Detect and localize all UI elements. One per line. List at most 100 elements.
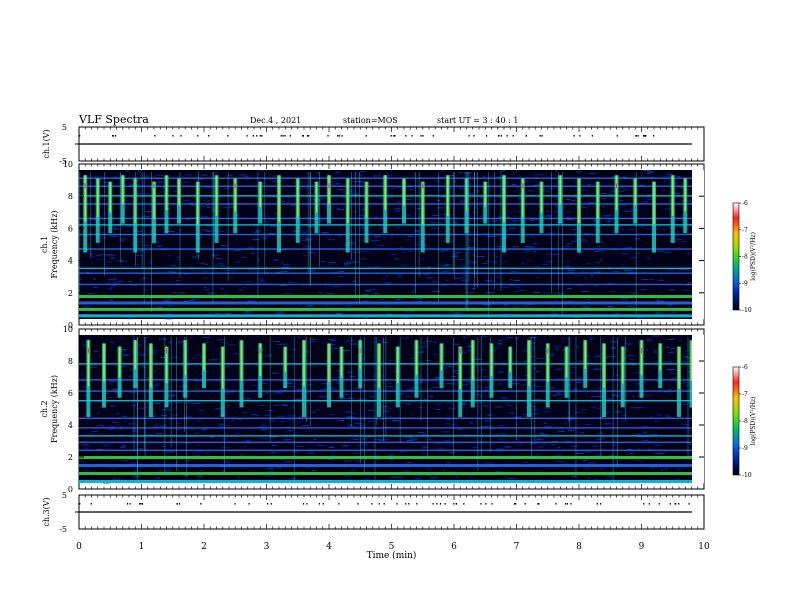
noise-pixel: [685, 385, 690, 387]
noise-pixel: [479, 215, 483, 217]
noise-pixel: [268, 420, 276, 422]
waveform-mark: [500, 135, 502, 137]
noise-pixel: [506, 476, 509, 478]
noise-pixel: [325, 305, 328, 307]
noise-pixel: [482, 426, 490, 428]
noise-pixel: [643, 170, 651, 172]
noise-pixel: [647, 317, 650, 319]
noise-pixel: [687, 200, 693, 202]
emission-burst-core: [165, 175, 168, 211]
waveform-mark: [675, 503, 677, 505]
waveform-mark: [637, 135, 639, 137]
noise-pixel: [279, 311, 285, 313]
noise-pixel: [599, 416, 604, 418]
noise-pixel: [239, 174, 247, 176]
noise-pixel: [111, 421, 118, 423]
waveform-mark: [396, 503, 398, 505]
noise-pixel: [589, 173, 596, 175]
noise-pixel: [124, 349, 127, 351]
noise-pixel: [354, 387, 362, 389]
noise-pixel: [529, 342, 535, 344]
noise-pixel: [551, 353, 556, 355]
noise-pixel: [482, 263, 488, 265]
noise-pixel: [571, 200, 576, 202]
noise-pixel: [305, 351, 311, 353]
noise-pixel: [544, 426, 552, 428]
noise-pixel: [271, 372, 279, 374]
noise-pixel: [430, 222, 436, 224]
noise-pixel: [493, 347, 500, 349]
noise-pixel: [369, 299, 372, 301]
emission-peak: [422, 183, 424, 189]
waveform-mark: [322, 503, 324, 505]
noise-pixel: [231, 297, 236, 299]
noise-pixel: [139, 448, 143, 450]
noise-pixel: [627, 449, 633, 451]
noise-pixel: [440, 196, 448, 198]
noise-pixel: [641, 426, 648, 428]
noise-pixel: [92, 430, 99, 432]
noise-pixel: [512, 376, 516, 378]
noise-pixel: [571, 367, 576, 369]
waveform-mark: [371, 503, 373, 505]
noise-pixel: [634, 407, 641, 409]
noise-pixel: [321, 261, 326, 263]
noise-pixel: [448, 408, 456, 410]
noise-pixel: [179, 229, 182, 231]
noise-pixel: [345, 261, 352, 263]
noise-pixel: [355, 460, 361, 462]
noise-pixel: [607, 219, 614, 221]
emission-burst-core: [315, 181, 318, 213]
noise-pixel: [539, 173, 545, 175]
noise-pixel: [127, 458, 135, 460]
noise-pixel: [467, 260, 476, 262]
colorbar-tick-label: -8: [742, 418, 748, 425]
noise-pixel: [667, 416, 672, 418]
noise-pixel: [646, 228, 651, 230]
noise-pixel: [395, 299, 402, 301]
noise-pixel: [313, 252, 318, 254]
noise-pixel: [105, 204, 108, 206]
noise-pixel: [453, 343, 460, 345]
noise-pixel: [343, 341, 348, 343]
noise-pixel: [281, 271, 288, 273]
noise-pixel: [623, 176, 628, 178]
noise-pixel: [261, 382, 268, 384]
noise-pixel: [411, 292, 415, 293]
noise-pixel: [282, 404, 287, 406]
emission-burst-core: [584, 340, 587, 369]
noise-pixel: [195, 254, 200, 256]
noise-pixel: [504, 181, 508, 183]
noise-pixel: [426, 277, 433, 279]
noise-pixel: [119, 264, 123, 266]
noise-pixel: [158, 270, 161, 272]
noise-pixel: [307, 226, 315, 228]
emission-burst-core: [150, 343, 152, 388]
noise-pixel: [271, 445, 277, 447]
noise-pixel: [646, 394, 654, 396]
noise-pixel: [214, 313, 222, 315]
noise-pixel: [345, 411, 352, 413]
noise-pixel: [591, 275, 594, 277]
frequency-band: [79, 301, 692, 305]
noise-pixel: [504, 216, 511, 218]
noise-pixel: [463, 274, 466, 276]
noise-pixel: [492, 292, 495, 294]
noise-pixel: [533, 184, 541, 186]
noise-pixel: [350, 426, 356, 428]
noise-pixel: [92, 278, 96, 280]
noise-pixel: [93, 350, 99, 352]
noise-pixel: [277, 467, 283, 469]
noise-pixel: [133, 471, 137, 473]
noise-pixel: [226, 405, 230, 407]
noise-pixel: [498, 433, 504, 435]
emission-burst-core: [109, 181, 112, 213]
noise-pixel: [647, 194, 653, 196]
noise-pixel: [374, 240, 380, 242]
noise-pixel: [197, 444, 200, 446]
noise-pixel: [675, 238, 683, 240]
noise-pixel: [582, 459, 588, 461]
noise-pixel: [265, 459, 268, 461]
noise-pixel: [539, 357, 545, 359]
noise-pixel: [557, 293, 565, 295]
